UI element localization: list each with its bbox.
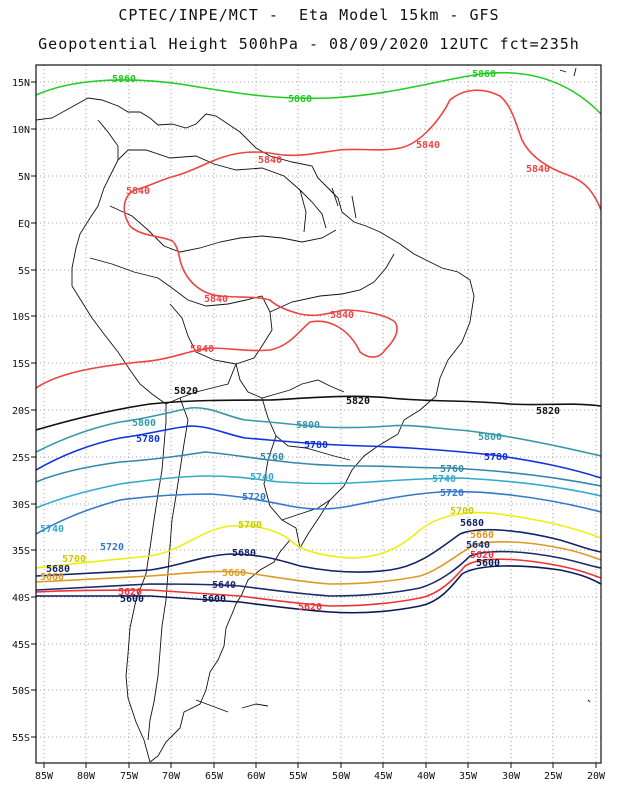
label-5800: 5800 <box>132 418 156 429</box>
contour-labels: 5860 5860 5860 5840 5840 5840 5840 5840 … <box>40 69 560 613</box>
label-5680: 5680 <box>460 518 484 529</box>
label-5840: 5840 <box>190 344 214 355</box>
label-5820: 5820 <box>536 406 560 417</box>
label-5800: 5800 <box>296 420 320 431</box>
contour-5620 <box>36 558 601 607</box>
label-5820: 5820 <box>346 396 370 407</box>
lat-label: EQ <box>18 219 30 230</box>
contour-5740 <box>36 475 601 509</box>
lon-label: 20W <box>587 771 606 782</box>
label-5700: 5700 <box>450 506 474 517</box>
label-5600: 5600 <box>476 558 500 569</box>
label-5660: 5660 <box>222 568 246 579</box>
label-5760: 5760 <box>260 452 284 463</box>
label-5680: 5680 <box>232 548 256 559</box>
label-5740: 5740 <box>432 474 456 485</box>
contour-5680 <box>36 528 601 577</box>
label-5840: 5840 <box>126 186 150 197</box>
lat-label: 10S <box>12 312 30 323</box>
map-frame <box>35 64 602 764</box>
lon-label: 80W <box>77 771 96 782</box>
label-5620: 5620 <box>118 587 142 598</box>
label-5720: 5720 <box>440 488 464 499</box>
lat-label: 5S <box>18 266 30 277</box>
lon-label: 75W <box>120 771 139 782</box>
lat-label: 40S <box>12 593 30 604</box>
label-5780: 5780 <box>484 452 508 463</box>
lon-label: 40W <box>417 771 436 782</box>
contour-5840 <box>36 89 601 389</box>
contour-5720 <box>36 490 601 535</box>
longitude-labels: 85W 80W 75W 70W 65W 60W 55W 50W 45W 40W … <box>35 771 606 782</box>
lat-label: 50S <box>12 686 30 697</box>
label-5860: 5860 <box>472 69 496 80</box>
label-5800: 5800 <box>478 432 502 443</box>
lat-label: 55S <box>12 733 30 744</box>
contour-5780 <box>36 425 601 479</box>
lon-label: 85W <box>35 771 54 782</box>
lon-label: 30W <box>502 771 521 782</box>
label-5600: 5600 <box>202 594 226 605</box>
label-5860: 5860 <box>112 74 136 85</box>
lon-label: 65W <box>205 771 224 782</box>
label-5600: 5600 <box>120 594 144 605</box>
label-5720: 5720 <box>100 542 124 553</box>
label-5640: 5640 <box>212 580 236 591</box>
label-5760: 5760 <box>440 464 464 475</box>
lon-label: 25W <box>544 771 563 782</box>
lat-label: 25S <box>12 453 30 464</box>
label-5780: 5780 <box>136 434 160 445</box>
label-5840: 5840 <box>526 164 550 175</box>
label-5840: 5840 <box>204 294 228 305</box>
label-5820: 5820 <box>174 386 198 397</box>
tick-marks <box>31 81 597 768</box>
lat-label: 15N <box>12 78 30 89</box>
label-5700: 5700 <box>62 554 86 565</box>
label-5700: 5700 <box>238 520 262 531</box>
contour-5860 <box>36 71 601 115</box>
contour-5700 <box>36 511 601 569</box>
label-5740: 5740 <box>40 524 64 535</box>
label-5680: 5680 <box>46 564 70 575</box>
graticule <box>36 65 601 763</box>
lon-label: 45W <box>374 771 393 782</box>
contour-5600 <box>36 565 601 614</box>
lon-label: 60W <box>247 771 266 782</box>
lat-label: 20S <box>12 406 30 417</box>
label-5720: 5720 <box>242 492 266 503</box>
contour-5800 <box>36 406 601 457</box>
label-5840: 5840 <box>258 155 282 166</box>
contour-5640 <box>36 550 601 597</box>
label-5860: 5860 <box>288 94 312 105</box>
contour-5760 <box>36 451 601 487</box>
contour-lines <box>36 71 601 614</box>
map-title: CPTEC/INPE/MCT - Eta Model 15km - GFS <box>118 6 500 24</box>
map-subtitle: Geopotential Height 500hPa - 08/09/2020 … <box>38 35 580 53</box>
coastline <box>36 67 591 763</box>
lon-label: 50W <box>332 771 351 782</box>
lat-label: 5N <box>18 172 30 183</box>
label-5740: 5740 <box>250 472 274 483</box>
lon-label: 55W <box>289 771 308 782</box>
lon-label: 70W <box>162 771 181 782</box>
label-5620: 5620 <box>298 602 322 613</box>
label-5840: 5840 <box>330 310 354 321</box>
label-5620: 5620 <box>470 550 494 561</box>
lat-label: 10N <box>12 125 30 136</box>
lat-label: 45S <box>12 640 30 651</box>
lon-label: 35W <box>459 771 478 782</box>
label-5840: 5840 <box>416 140 440 151</box>
contour-5820 <box>36 395 601 431</box>
lat-label: 15S <box>12 359 30 370</box>
label-5640: 5640 <box>466 540 490 551</box>
contour-5660 <box>36 541 601 585</box>
label-5780: 5780 <box>304 440 328 451</box>
lat-label: 30S <box>12 500 30 511</box>
latitude-labels: 15N 10N 5N EQ 5S 10S 15S 20S 25S 30S 35S… <box>12 78 30 744</box>
label-5660: 5660 <box>40 572 64 583</box>
label-5660: 5660 <box>470 530 494 541</box>
lat-label: 35S <box>12 546 30 557</box>
